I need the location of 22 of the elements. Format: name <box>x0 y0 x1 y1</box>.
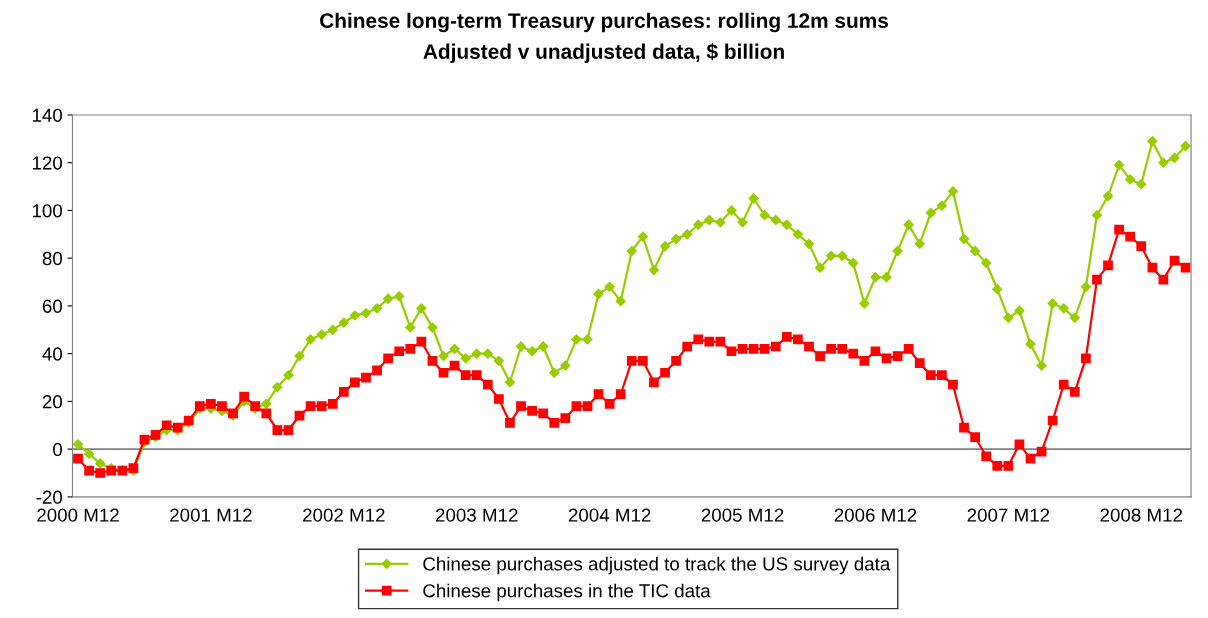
legend-label: Chinese purchases in the TIC data <box>423 583 711 602</box>
y-tick-label: 80 <box>42 251 63 266</box>
x-tick-label: 2006 M12 <box>834 508 917 522</box>
x-tick-label: 2005 M12 <box>701 508 784 522</box>
y-tick-label: 100 <box>32 204 63 218</box>
y-tick-label: 140 <box>32 108 63 122</box>
x-tick-label: 2000 M12 <box>37 508 119 522</box>
x-tick-label: 2008 M12 <box>1100 508 1183 522</box>
x-tick-label: 2004 M12 <box>568 508 651 522</box>
y-tick-label: -20 <box>36 490 63 504</box>
x-tick-label: 2001 M12 <box>170 508 252 522</box>
chart-subtitle: Adjusted v unadjusted data, $ billion <box>423 43 784 64</box>
chart-title: Chinese long-term Treasury purchases: rolling 12m sums <box>320 12 888 33</box>
y-tick-label: 120 <box>32 156 63 170</box>
y-tick-label: 20 <box>42 395 63 409</box>
y-tick-label: 40 <box>42 347 63 361</box>
x-tick-label: 2002 M12 <box>303 508 385 522</box>
y-tick-label: 0 <box>53 442 63 457</box>
x-tick-label: 2003 M12 <box>435 508 518 522</box>
legend-label: Chinese purchases adjusted to track the US survey data <box>423 556 891 575</box>
y-tick-label: 60 <box>42 299 63 313</box>
x-tick-label: 2007 M12 <box>967 508 1050 522</box>
